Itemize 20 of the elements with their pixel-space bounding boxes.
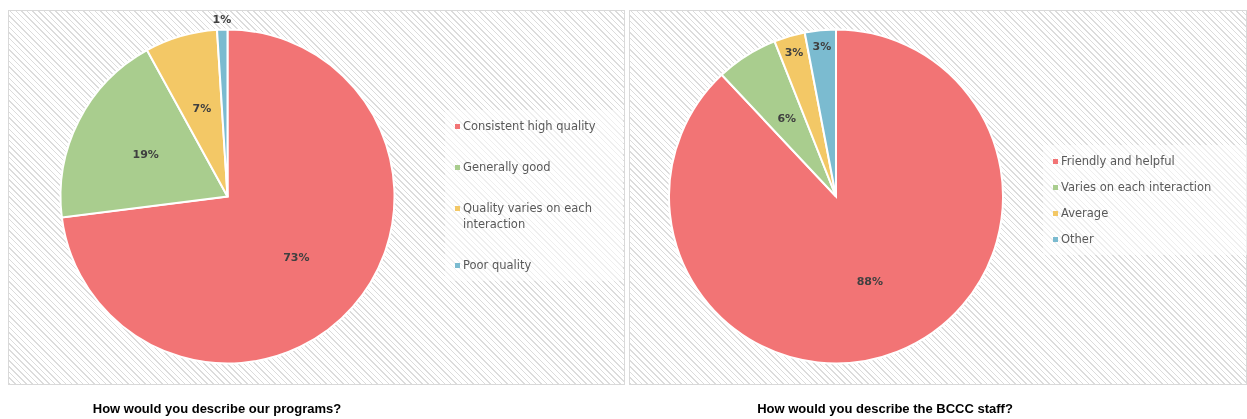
pie-slice [668,28,1004,365]
legend-label: Consistent high quality [463,118,596,134]
legend-label: Poor quality [463,257,532,273]
data-label: 3% [784,45,804,59]
data-label: 88% [856,275,883,289]
legend-label: Varies on each interaction [1061,179,1212,195]
text: How would you describe our programs? [91,401,343,417]
data-label: 19% [132,148,159,162]
data-label: 1% [212,13,232,27]
legend-label: Friendly and helpful [1061,153,1175,169]
pie-slice [60,28,396,365]
data-label: 73% [283,250,310,264]
data-label: 6% [777,112,797,126]
data-label: 3% [812,40,832,54]
legend-label: Other [1061,231,1094,247]
data-label: 7% [192,101,212,115]
text: How would you describe the BCCC staff? [756,401,1014,417]
legend-label: Quality varies on each interaction [463,200,593,232]
legend-label: Generally good [463,159,551,175]
legend-label: Average [1061,205,1109,221]
